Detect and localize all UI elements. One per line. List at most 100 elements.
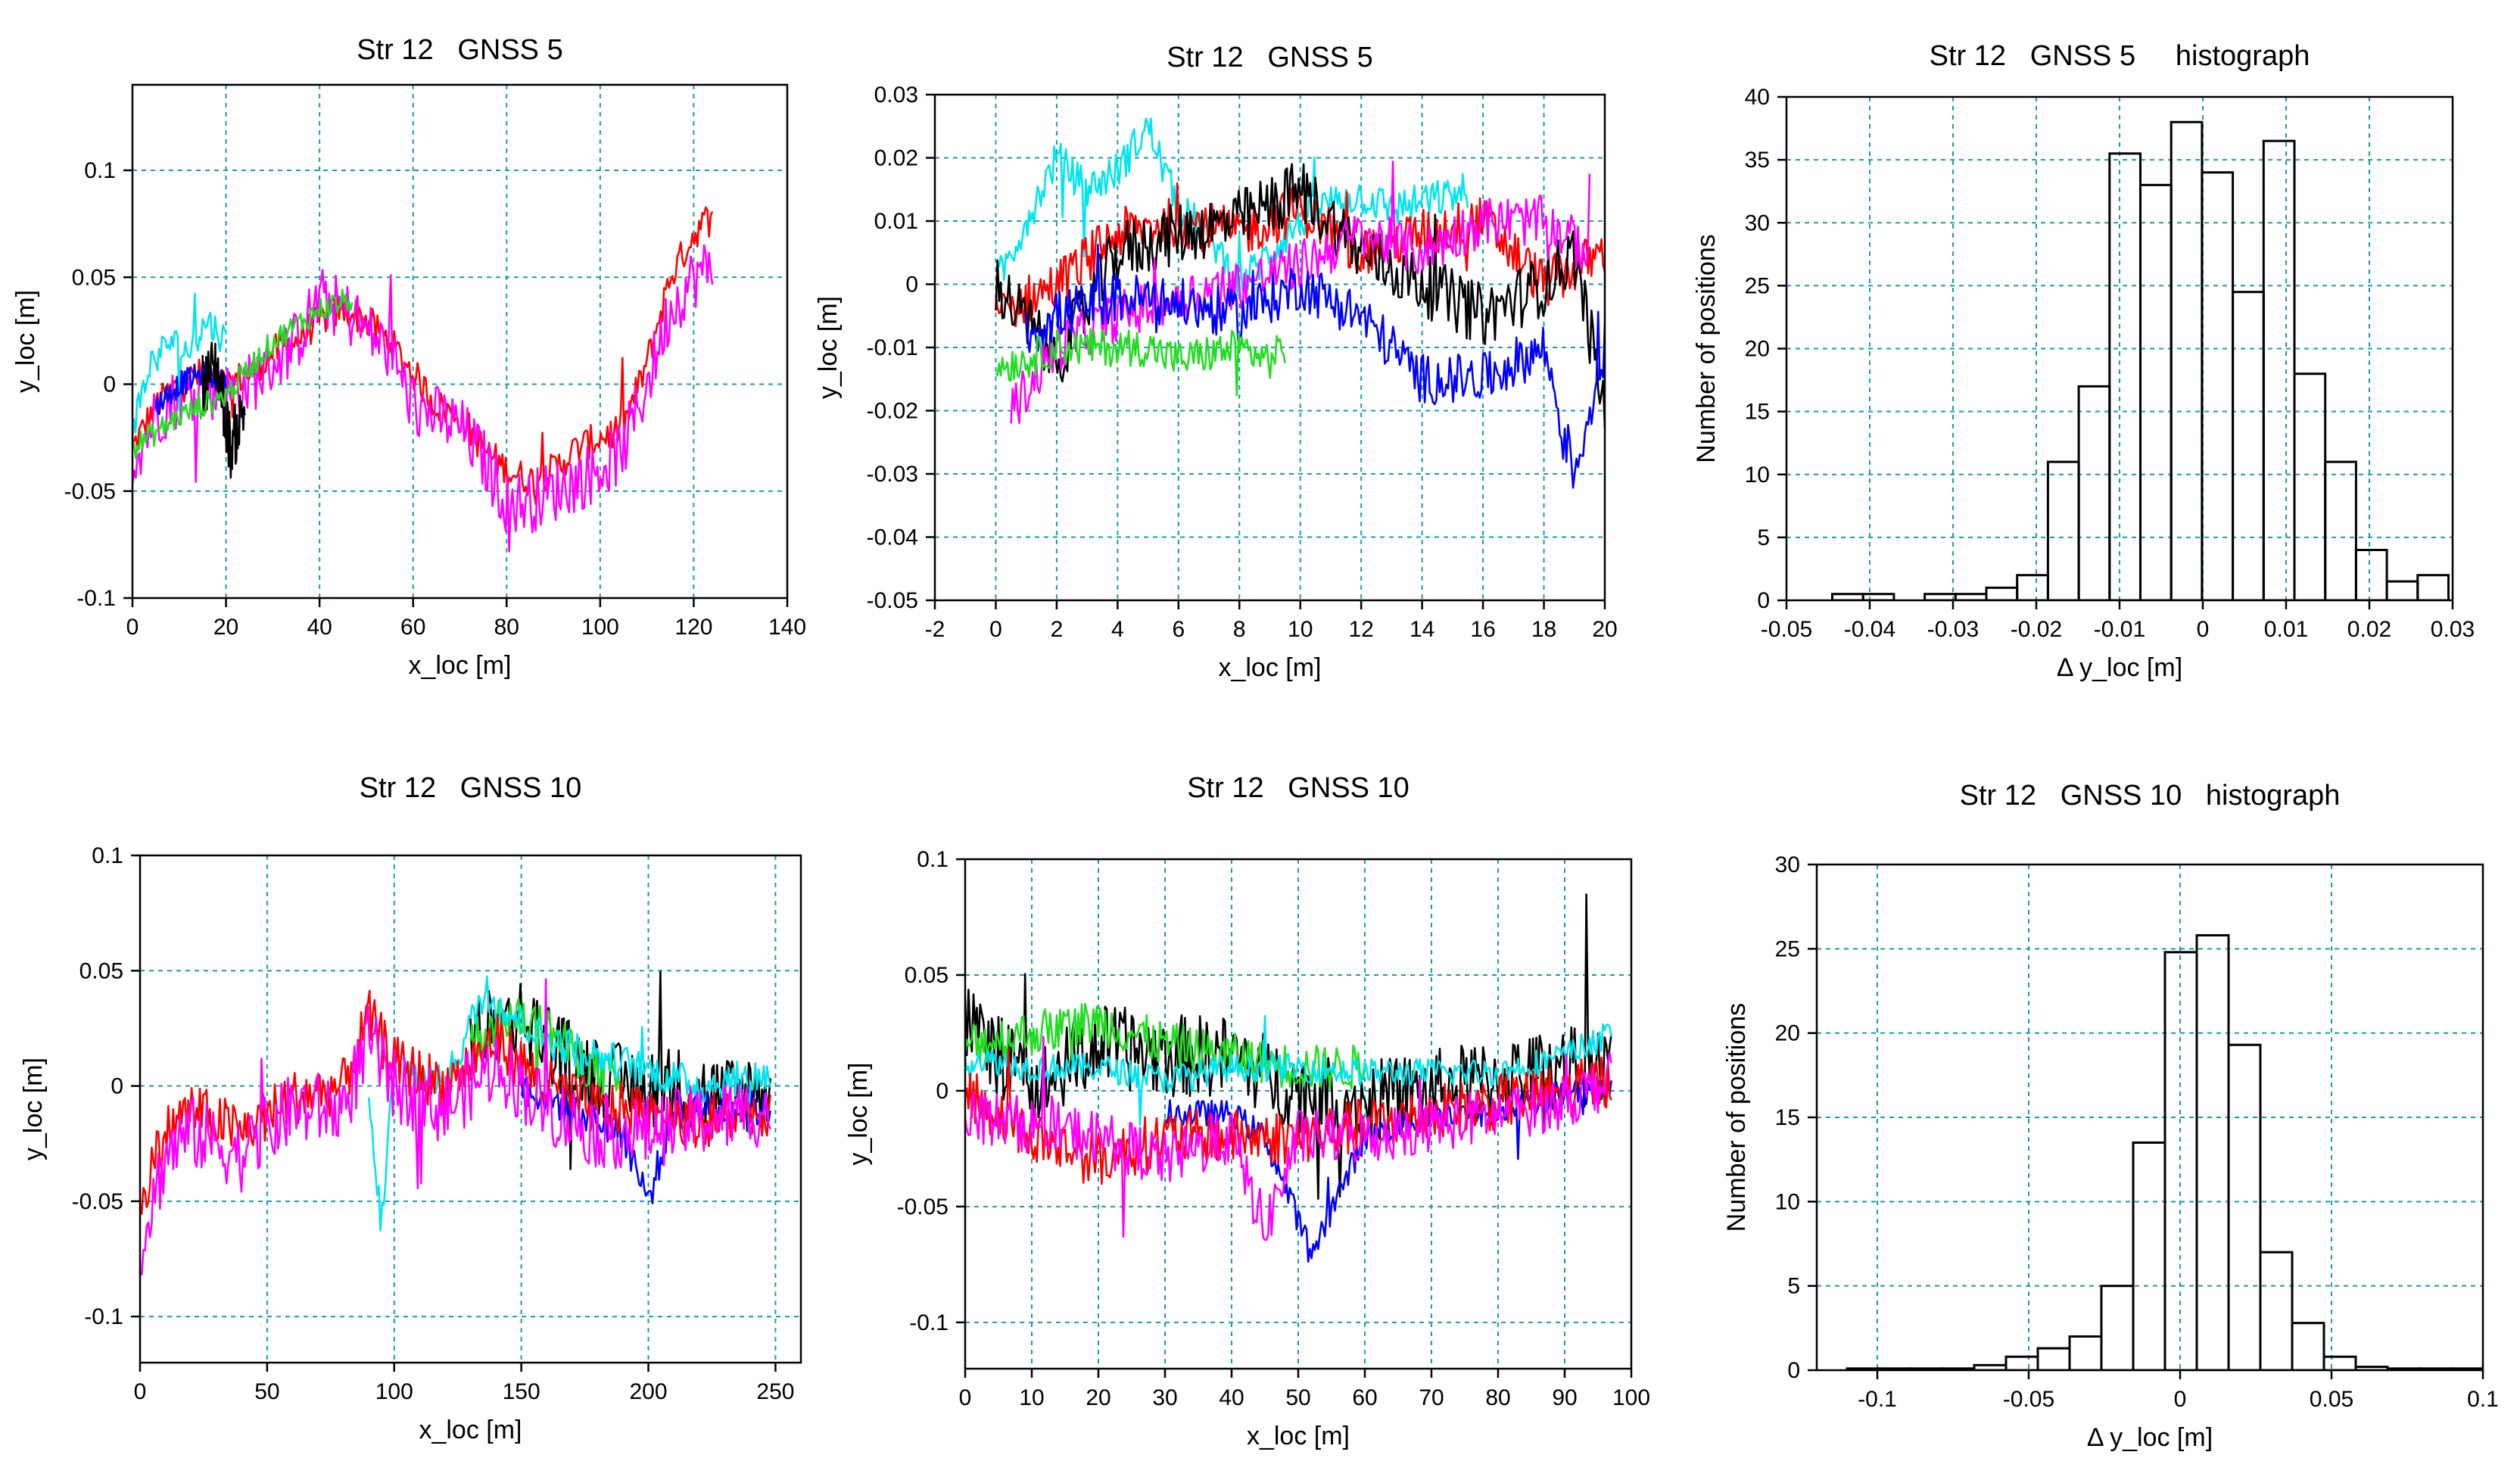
chart-panel-p3: -0.05 -0.04 -0.03 -0.02 -0.01 0 0.01 0.02 0.03 0 5… bbox=[1692, 40, 2475, 682]
plot-area-p4 bbox=[140, 970, 771, 1276]
chart-title: Str 12 GNSS 10 histograph bbox=[1960, 780, 2341, 812]
x-tick-label: 0.01 bbox=[2264, 617, 2308, 642]
y-tick-label: 0.05 bbox=[79, 958, 123, 983]
y-tick-label: 0 bbox=[1787, 1358, 1800, 1383]
histogram-bar bbox=[2108, 152, 2142, 600]
y-tick-label: 15 bbox=[1775, 1105, 1800, 1130]
y-tick-label: 20 bbox=[1775, 1021, 1800, 1046]
y-tick-label: 5 bbox=[1787, 1274, 1800, 1299]
y-tick-label: 0 bbox=[905, 273, 918, 298]
x-tick-label: -0.02 bbox=[2011, 617, 2062, 642]
series-black bbox=[469, 970, 771, 1170]
histogram-bar bbox=[2293, 372, 2327, 600]
histogram-bar bbox=[2195, 934, 2230, 1370]
y-tick-label: -0.02 bbox=[867, 399, 918, 424]
x-tick-label: 80 bbox=[494, 615, 519, 640]
x-tick-label: 100 bbox=[375, 1379, 413, 1404]
x-tick-label: -0.05 bbox=[2003, 1387, 2054, 1412]
y-tick-label: 0 bbox=[1757, 588, 1770, 613]
y-tick-label: 30 bbox=[1775, 852, 1800, 877]
x-tick-label: -0.03 bbox=[1927, 617, 1979, 642]
x-axis-label: Δ y_loc [m] bbox=[2087, 1423, 2213, 1452]
x-tick-label: 0.02 bbox=[2347, 617, 2391, 642]
x-tick-label: 50 bbox=[254, 1379, 279, 1404]
x-tick-label: -0.05 bbox=[1761, 617, 1812, 642]
y-tick-label: 25 bbox=[1775, 936, 1800, 961]
x-tick-label: 40 bbox=[307, 615, 332, 640]
x-tick-label: 0.05 bbox=[2310, 1387, 2353, 1412]
x-tick-label: 0 bbox=[2197, 617, 2210, 642]
chart-panel-p1: 0 20 40 60 80 100 120 140 -0.1 -0.05 0 0.05 0.1 Str 1… bbox=[11, 34, 806, 680]
x-tick-label: 10 bbox=[1019, 1385, 1044, 1410]
x-tick-label: 50 bbox=[1285, 1385, 1310, 1410]
series-blue bbox=[1025, 243, 1605, 489]
histogram-bar bbox=[2385, 580, 2419, 600]
y-tick-label: 0.03 bbox=[874, 83, 918, 107]
chart-title: Str 12 GNSS 5 bbox=[357, 34, 562, 66]
histogram-bar bbox=[2004, 1355, 2039, 1370]
y-tick-label: -0.03 bbox=[867, 462, 918, 487]
chart-title: Str 12 GNSS 10 bbox=[360, 772, 582, 804]
histogram-bar bbox=[2291, 1322, 2325, 1370]
chart-panel-p5: 0 10 20 30 40 50 60 70 80 90 100 -0.1 -0.05 0 0.05 0.1 S… bbox=[844, 772, 1650, 1450]
y-tick-label: 0 bbox=[103, 372, 116, 397]
x-tick-label: 20 bbox=[1592, 617, 1617, 642]
chart-panel-p4: 0 50 100 150 200 250 -0.1 -0.05 0 0.05 0.1 Str 12 G… bbox=[19, 772, 802, 1444]
y-tick-label: 10 bbox=[1745, 463, 1770, 488]
x-tick-label: 20 bbox=[1086, 1385, 1110, 1410]
series-red bbox=[965, 1048, 1612, 1185]
x-tick-label: 0.1 bbox=[2467, 1387, 2499, 1412]
x-tick-label: 16 bbox=[1470, 617, 1495, 642]
histogram-bar bbox=[2016, 574, 2049, 600]
histogram-bar bbox=[2163, 951, 2198, 1370]
chart-panel-p2: -2 0 2 4 6 8 10 12 14 16 18 20 -0.05 -0.04 -0.03 -0.02 -… bbox=[814, 42, 1618, 682]
x-tick-label: 40 bbox=[1219, 1385, 1244, 1410]
axes-frame bbox=[139, 854, 802, 1364]
x-tick-label: 20 bbox=[213, 615, 238, 640]
series-cyan bbox=[132, 292, 227, 438]
y-axis-label: y_loc [m] bbox=[814, 296, 843, 399]
x-tick-label: 0 bbox=[989, 617, 1002, 642]
plot-area-p6 bbox=[1846, 934, 2483, 1370]
y-tick-label: 0.01 bbox=[874, 209, 918, 234]
histogram-bar bbox=[2201, 171, 2235, 600]
plot-area-p3 bbox=[1831, 120, 2450, 600]
x-tick-label: 250 bbox=[756, 1379, 794, 1404]
y-tick-label: -0.1 bbox=[76, 586, 116, 611]
chart-panel-p6: -0.1 -0.05 0 0.05 0.1 0 5 10 15 20 25 30 Str 12 GNSS… bbox=[1722, 780, 2499, 1452]
x-tick-label: 90 bbox=[1552, 1385, 1577, 1410]
y-tick-label: 25 bbox=[1745, 273, 1770, 298]
x-tick-label: 12 bbox=[1348, 617, 1373, 642]
histogram-bar bbox=[2068, 1335, 2103, 1370]
x-axis-label: x_loc [m] bbox=[1218, 653, 1321, 682]
histogram-bar bbox=[2324, 460, 2357, 600]
x-axis-label: x_loc [m] bbox=[1247, 1422, 1350, 1450]
histogram-bar bbox=[2232, 291, 2265, 600]
x-tick-label: -0.04 bbox=[1844, 617, 1895, 642]
x-tick-label: 2 bbox=[1051, 617, 1064, 642]
x-tick-label: 10 bbox=[1288, 617, 1313, 642]
x-axis-label: x_loc [m] bbox=[408, 651, 511, 680]
histogram-bar bbox=[2262, 139, 2296, 600]
histogram-bar bbox=[2046, 460, 2080, 600]
y-tick-label: 0 bbox=[111, 1074, 123, 1099]
series-black bbox=[201, 341, 246, 479]
y-tick-label: 35 bbox=[1745, 148, 1770, 173]
x-tick-label: -2 bbox=[925, 617, 945, 642]
histogram-bar bbox=[2100, 1285, 2135, 1370]
x-tick-label: 6 bbox=[1172, 617, 1185, 642]
x-tick-label: 18 bbox=[1531, 617, 1556, 642]
x-tick-label: -0.01 bbox=[2094, 617, 2145, 642]
x-tick-label: -0.1 bbox=[1858, 1387, 1897, 1412]
histogram-bar bbox=[1985, 586, 2019, 600]
y-tick-label: 0.1 bbox=[92, 843, 123, 868]
y-tick-label: 40 bbox=[1745, 85, 1770, 110]
x-axis-label: x_loc [m] bbox=[419, 1416, 522, 1444]
y-axis-label: Number of positions bbox=[1722, 1003, 1751, 1232]
series-magenta bbox=[140, 978, 771, 1276]
x-tick-label: 100 bbox=[581, 615, 619, 640]
y-tick-label: 0 bbox=[936, 1079, 949, 1104]
x-tick-label: 0 bbox=[134, 1379, 147, 1404]
y-tick-label: 0.02 bbox=[874, 146, 918, 171]
